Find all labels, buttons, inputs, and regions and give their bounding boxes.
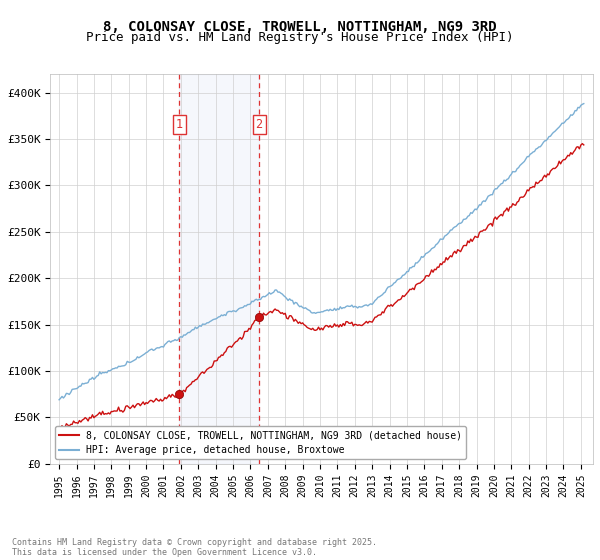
Bar xyxy=(179,74,259,464)
Text: 8, COLONSAY CLOSE, TROWELL, NOTTINGHAM, NG9 3RD: 8, COLONSAY CLOSE, TROWELL, NOTTINGHAM, … xyxy=(103,20,497,34)
Text: 1: 1 xyxy=(176,118,183,131)
Legend: 8, COLONSAY CLOSE, TROWELL, NOTTINGHAM, NG9 3RD (detached house), HPI: Average p: 8, COLONSAY CLOSE, TROWELL, NOTTINGHAM, … xyxy=(55,426,466,459)
Text: 2: 2 xyxy=(256,118,263,131)
Text: Contains HM Land Registry data © Crown copyright and database right 2025.
This d: Contains HM Land Registry data © Crown c… xyxy=(12,538,377,557)
Text: Price paid vs. HM Land Registry's House Price Index (HPI): Price paid vs. HM Land Registry's House … xyxy=(86,31,514,44)
